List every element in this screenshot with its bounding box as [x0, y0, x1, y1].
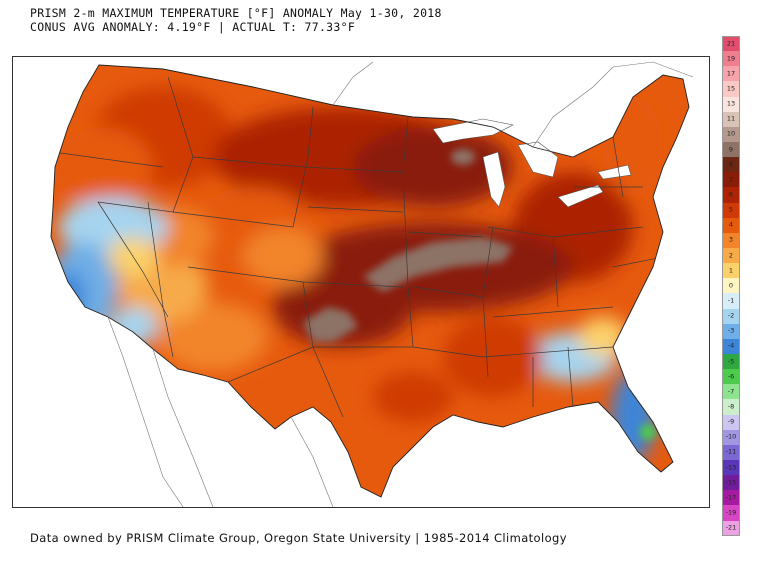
legend-label: -5: [727, 357, 735, 366]
legend-swatch: -6: [722, 369, 740, 385]
legend-swatch: -1: [722, 293, 740, 309]
legend-swatch: 6: [722, 187, 740, 203]
legend-swatch: 7: [722, 172, 740, 188]
legend-label: -13: [725, 463, 737, 471]
legend-swatch: -11: [722, 444, 740, 460]
legend-label: 1: [728, 266, 734, 275]
legend-label: 21: [726, 39, 736, 48]
map-svg: [50, 61, 694, 507]
legend-swatch: 0: [722, 278, 740, 294]
legend-label: 3: [728, 235, 734, 244]
legend-label: -19: [725, 508, 737, 517]
conus-outline: [50, 64, 690, 498]
legend-label: 13: [726, 99, 736, 108]
legend-label: 15: [726, 84, 736, 93]
legend-swatch: 5: [722, 202, 740, 218]
anomaly-map: [12, 56, 710, 508]
legend-swatch: -8: [722, 399, 740, 415]
legend-label: 6: [728, 190, 734, 199]
legend-label: -1: [727, 296, 735, 305]
legend-label: -9: [727, 417, 735, 426]
legend-label: 10: [726, 129, 736, 138]
legend-swatch: 1: [722, 263, 740, 279]
legend-label: 11: [726, 114, 736, 123]
legend-swatch: 8: [722, 157, 740, 173]
legend-swatch: -5: [722, 353, 740, 370]
legend-label: -4: [727, 341, 735, 350]
state-boundaries: [52, 76, 664, 418]
legend-swatch: -2: [722, 308, 740, 324]
legend-label: -21: [725, 523, 737, 532]
legend-swatch: -9: [722, 414, 740, 430]
legend-swatch: -4: [722, 338, 740, 354]
legend-swatch: -7: [722, 384, 740, 400]
legend-swatch: 4: [722, 217, 740, 233]
legend-swatch: 11: [722, 111, 740, 127]
legend-label: 2: [728, 251, 734, 260]
anomaly-field: [51, 65, 689, 497]
legend-label: -10: [725, 432, 737, 441]
legend-swatch: -13: [722, 459, 740, 476]
legend-colorbar: 21 19 17 15 13 11 10 9 8 7 6 5 4 3 2 1 0 -1 -2 -3 -4 -5 -6 -7 -8…: [722, 36, 740, 536]
legend-label: 9: [728, 145, 734, 154]
legend-label: 0: [728, 281, 734, 290]
legend-label: -8: [727, 402, 735, 411]
legend-swatch: -17: [722, 490, 740, 506]
legend-label: -15: [725, 478, 737, 487]
legend-swatch: 19: [722, 51, 740, 67]
legend-swatch: -3: [722, 323, 740, 339]
legend-swatch: 15: [722, 81, 740, 97]
legend-label: -17: [725, 493, 737, 502]
legend-swatch: 2: [722, 247, 740, 264]
legend-swatch: 17: [722, 66, 740, 82]
legend-swatch: 10: [722, 126, 740, 142]
legend-swatch: -21: [722, 520, 740, 536]
legend-swatch: -10: [722, 429, 740, 445]
legend-label: 7: [728, 175, 734, 184]
legend-swatch: -19: [722, 505, 740, 521]
legend-label: -11: [725, 447, 737, 456]
legend-label: 5: [728, 205, 734, 214]
neighbor-outlines: [107, 61, 694, 507]
legend-label: 4: [728, 220, 734, 229]
map-title: PRISM 2-m MAXIMUM TEMPERATURE [°F] ANOMA…: [30, 6, 442, 34]
legend-label: 17: [726, 69, 736, 78]
legend-label: -2: [727, 311, 735, 320]
legend-label: -7: [727, 387, 735, 396]
legend-label: 19: [726, 54, 736, 63]
great-lakes: [432, 118, 632, 208]
legend-label: 8: [728, 160, 734, 169]
legend-swatch: 9: [722, 141, 740, 158]
legend-label: -6: [727, 372, 735, 381]
legend-swatch: 13: [722, 96, 740, 112]
footer-credit: Data owned by PRISM Climate Group, Orego…: [30, 531, 567, 545]
title-line-1: PRISM 2-m MAXIMUM TEMPERATURE [°F] ANOMA…: [30, 6, 442, 20]
title-line-2: CONUS AVG ANOMALY: 4.19°F | ACTUAL T: 77…: [30, 20, 356, 34]
legend-swatch: 21: [722, 36, 740, 52]
legend-swatch: -15: [722, 475, 740, 491]
legend-label: -3: [727, 326, 735, 335]
legend-swatch: 3: [722, 232, 740, 248]
